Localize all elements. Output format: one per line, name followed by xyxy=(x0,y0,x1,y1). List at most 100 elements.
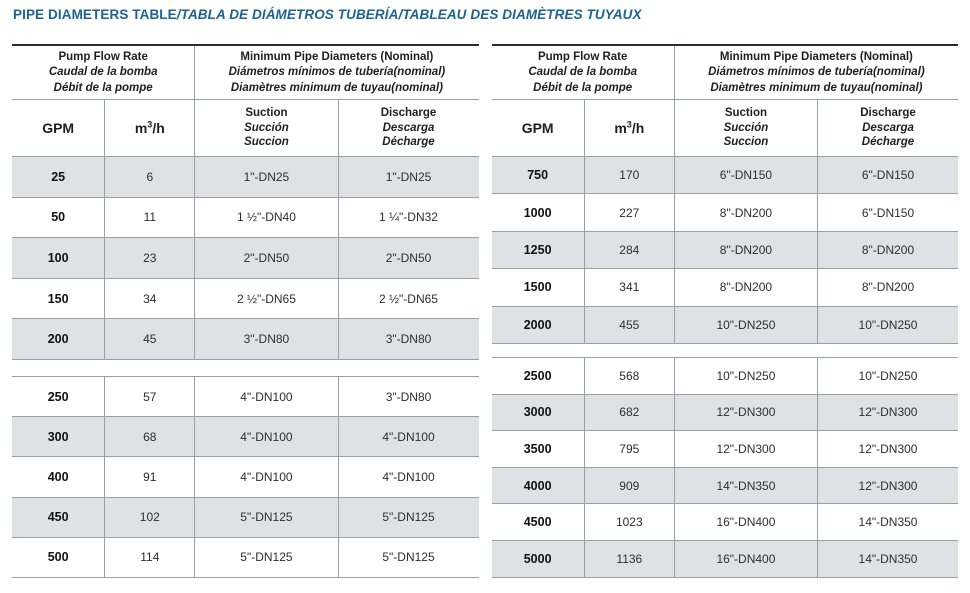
col-header-m3h: m3/h xyxy=(105,100,196,156)
cell-gpm: 250 xyxy=(12,376,106,417)
cell-gpm: 3000 xyxy=(492,394,585,431)
flow-header-fr: Débit de la pompe xyxy=(533,81,633,94)
flow-header-en: Pump Flow Rate xyxy=(537,50,628,63)
flow-header-en: Pump Flow Rate xyxy=(58,50,148,63)
table-row: 300 68 4"-DN100 4"-DN100 xyxy=(12,417,479,458)
cell-suction: 6"-DN150 xyxy=(675,157,819,194)
cell-discharge: 1"-DN25 xyxy=(385,169,432,184)
diam-header-en: Minimum Pipe Diameters (Nominal) xyxy=(240,50,434,63)
cell-m3h: 91 xyxy=(105,457,196,497)
table-row: 1250 284 8"-DN200 8"-DN200 xyxy=(491,231,958,270)
table-block-1: 25 6 1"-DN25 1"-DN25 50 11 1 ½"-DN40 1 ¼"-DN32 1… xyxy=(12,157,479,360)
cell-gpm: 100 xyxy=(12,238,106,278)
cell-discharge: 12"-DN300 xyxy=(858,405,918,420)
cell-m3h: 568 xyxy=(585,357,675,394)
cell-gpm: 750 xyxy=(492,157,585,194)
cell-m3h: 11 xyxy=(105,197,196,238)
col-header-discharge: Discharge Descarga Décharge xyxy=(380,106,437,149)
table-row: 50 11 1 ½"-DN40 1 ¼"-DN32 xyxy=(12,197,479,239)
diam-header-en: Minimum Pipe Diameters (Nominal) xyxy=(719,50,913,63)
col-header-discharge: Discharge Descarga Décharge xyxy=(860,106,916,149)
cell-discharge: 10"-DN250 xyxy=(858,368,918,383)
table-row: 2000 455 10"-DN250 10"-DN250 xyxy=(491,306,958,344)
table-block-2: 250 57 4"-DN100 3"-DN80 300 68 4"-DN100 4"-DN10… xyxy=(12,375,479,578)
cell-m3h: 227 xyxy=(585,194,675,231)
table-row: 400 91 4"-DN100 4"-DN100 xyxy=(12,457,479,498)
cell-gpm: 500 xyxy=(12,537,106,577)
col-header-suction: Suction Succión Succion xyxy=(195,100,339,156)
table-row: 25 6 1"-DN25 1"-DN25 xyxy=(12,157,479,198)
cell-suction: 12"-DN300 xyxy=(675,431,819,467)
cell-m3h: 57 xyxy=(105,376,196,417)
cell-m3h: 1136 xyxy=(585,540,675,577)
page-title-en: PIPE DIAMETERS TABLE xyxy=(13,7,177,22)
cell-discharge: 6"-DN150 xyxy=(861,168,915,183)
table-row: 250 57 4"-DN100 3"-DN80 xyxy=(12,376,479,418)
cell-suction: 5"-DN125 xyxy=(195,497,339,537)
cell-gpm: 1500 xyxy=(492,269,585,306)
group-header-row: Pump Flow Rate Caudal de la bomba Débit … xyxy=(12,46,479,100)
min-pipe-diameters-header: Minimum Pipe Diameters (Nominal) Diámetr… xyxy=(195,46,478,99)
table-row: 5000 1136 16"-DN400 14"-DN350 xyxy=(491,540,958,578)
diam-header-es: Diámetros mínimos de tubería(nominal) xyxy=(228,66,446,79)
table-block-1: 750 170 6"-DN150 6"-DN150 1000 227 8"-DN200 6"-… xyxy=(491,157,958,344)
diam-header-es: Diámetros mínimos de tubería(nominal) xyxy=(708,66,925,79)
cell-discharge: 2 ½"-DN65 xyxy=(379,291,438,306)
cell-discharge: 14"-DN350 xyxy=(858,551,918,566)
diam-header-fr: Diamètres minimum de tuyau(nominal) xyxy=(230,81,443,94)
cell-m3h: 170 xyxy=(585,157,675,194)
cell-gpm: 50 xyxy=(12,197,106,238)
flow-header-fr: Débit de la pompe xyxy=(53,81,153,94)
cell-discharge: 12"-DN300 xyxy=(858,478,918,493)
cell-suction: 1 ½"-DN40 xyxy=(195,197,339,238)
page-title: PIPE DIAMETERS TABLE/TABLA DE DIÁMETROS … xyxy=(13,7,642,22)
cell-suction: 10"-DN250 xyxy=(675,357,819,394)
cell-suction: 4"-DN100 xyxy=(195,417,339,457)
table-row: 450 102 5"-DN125 5"-DN125 xyxy=(12,497,479,538)
cell-gpm: 200 xyxy=(12,319,106,359)
cell-m3h: 341 xyxy=(585,269,675,306)
table-row: 1500 341 8"-DN200 8"-DN200 xyxy=(491,269,958,307)
table-row: 4500 1023 16"-DN400 14"-DN350 xyxy=(491,504,958,541)
cell-discharge: 10"-DN250 xyxy=(858,317,918,332)
cell-discharge: 6"-DN150 xyxy=(861,205,915,220)
column-header-row: GPM m3/h Suction Succión Succion Dischar… xyxy=(12,100,479,157)
cell-suction: 4"-DN100 xyxy=(195,376,339,417)
cell-suction: 4"-DN100 xyxy=(195,457,339,497)
cell-suction: 5"-DN125 xyxy=(195,537,339,577)
pump-flow-rate-header: Pump Flow Rate Caudal de la bomba Débit … xyxy=(12,46,196,99)
diam-header-fr: Diamètres minimum de tuyau(nominal) xyxy=(710,81,923,94)
cell-gpm: 25 xyxy=(12,157,106,197)
cell-discharge: 4"-DN100 xyxy=(382,429,435,444)
table-row: 150 34 2 ½"-DN65 2 ½"-DN65 xyxy=(12,278,479,320)
cell-gpm: 1250 xyxy=(492,231,585,269)
cell-suction: 10"-DN250 xyxy=(675,306,819,343)
cell-gpm: 1000 xyxy=(492,194,585,231)
cell-m3h: 284 xyxy=(585,231,675,269)
pipe-table-left: Pump Flow Rate Caudal de la bomba Débit … xyxy=(12,44,479,578)
cell-m3h: 45 xyxy=(105,319,196,359)
cell-gpm: 5000 xyxy=(492,540,585,577)
cell-suction: 16"-DN400 xyxy=(675,504,819,540)
page-title-fr: /TABLEAU DES DIAMÈTRES TUYAUX xyxy=(398,7,642,22)
cell-suction: 2 ½"-DN65 xyxy=(195,278,339,319)
col-header-m3h: m3/h xyxy=(585,100,675,156)
table-row: 200 45 3"-DN80 3"-DN80 xyxy=(12,319,479,360)
cell-discharge: 8"-DN200 xyxy=(861,242,915,257)
cell-m3h: 6 xyxy=(105,157,196,197)
cell-suction: 8"-DN200 xyxy=(675,231,819,269)
table-header: Pump Flow Rate Caudal de la bomba Débit … xyxy=(12,46,479,157)
table-row: 4000 909 14"-DN350 12"-DN300 xyxy=(491,467,958,505)
table-row: 100 23 2"-DN50 2"-DN50 xyxy=(12,238,479,279)
page-title-es: /TABLA DE DIÁMETROS TUBERÍA xyxy=(176,7,399,22)
cell-m3h: 1023 xyxy=(585,504,675,540)
cell-m3h: 795 xyxy=(585,431,675,467)
cell-m3h: 34 xyxy=(105,278,196,319)
cell-gpm: 300 xyxy=(12,417,106,457)
table-row: 1000 227 8"-DN200 6"-DN150 xyxy=(491,194,958,232)
cell-discharge: 1 ¼"-DN32 xyxy=(379,210,438,225)
cell-suction: 1"-DN25 xyxy=(195,157,339,197)
cell-gpm: 450 xyxy=(12,497,106,537)
col-header-gpm: GPM xyxy=(492,100,585,156)
cell-suction: 14"-DN350 xyxy=(675,467,819,504)
